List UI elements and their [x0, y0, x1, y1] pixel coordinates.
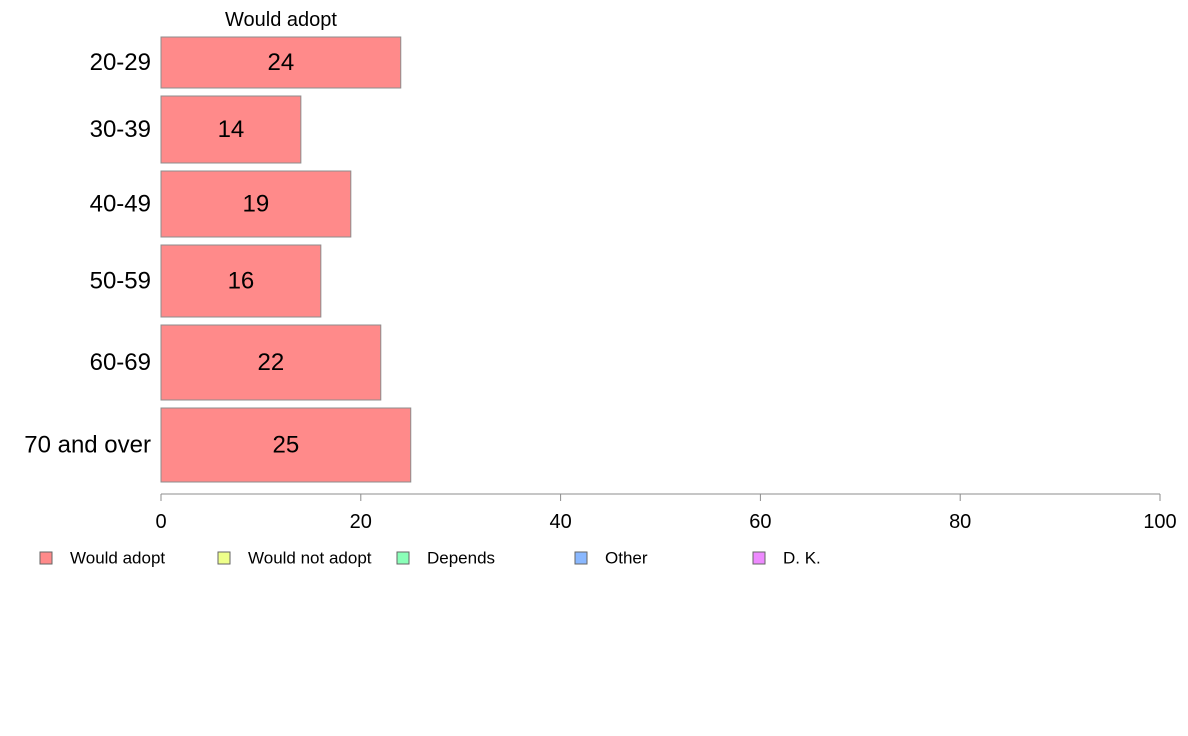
x-axis: 0 20 40 60 80 100 — [155, 493, 1177, 533]
bar-60-69 — [160, 324, 382, 401]
category-label: 60-69 — [90, 349, 151, 376]
legend-label: D. K. — [783, 549, 821, 568]
bar-50-59 — [160, 244, 322, 318]
legend-label: Other — [605, 549, 648, 568]
value-label: 16 — [228, 268, 255, 295]
value-label: 22 — [258, 349, 285, 376]
legend-label: Would adopt — [70, 549, 165, 568]
category-label: 50-59 — [90, 268, 151, 295]
bars-layer: 24 20-29 14 30-39 19 40-49 16 50-59 22 60-69 25 70 … — [24, 36, 412, 483]
x-tick-label: 0 — [155, 511, 166, 533]
legend-swatch — [39, 551, 53, 565]
legend-label: Depends — [427, 549, 495, 568]
x-tick-label: 60 — [749, 511, 771, 533]
legend-label: Would not adopt — [248, 549, 372, 568]
legend-swatch — [574, 551, 588, 565]
value-label: 19 — [243, 191, 270, 218]
chart-title: Would adopt — [225, 9, 337, 31]
legend: Would adopt Would not adopt Depends Other D.… — [39, 549, 821, 568]
value-label: 14 — [218, 116, 245, 143]
value-label: 25 — [273, 432, 300, 459]
category-label: 20-29 — [90, 49, 151, 76]
x-tick-label: 100 — [1143, 511, 1176, 533]
legend-swatch — [217, 551, 231, 565]
legend-swatch — [396, 551, 410, 565]
category-label: 70 and over — [24, 432, 151, 459]
x-tick-label: 20 — [350, 511, 372, 533]
x-tick-label: 40 — [549, 511, 571, 533]
category-label: 40-49 — [90, 191, 151, 218]
x-tick-label: 80 — [949, 511, 971, 533]
legend-swatch — [752, 551, 766, 565]
bar-30-39 — [160, 95, 302, 164]
category-label: 30-39 — [90, 116, 151, 143]
bar-20-29 — [160, 36, 402, 89]
value-label: 24 — [268, 49, 295, 76]
bar-70-and-over — [160, 407, 412, 483]
bar-40-49 — [160, 170, 352, 238]
